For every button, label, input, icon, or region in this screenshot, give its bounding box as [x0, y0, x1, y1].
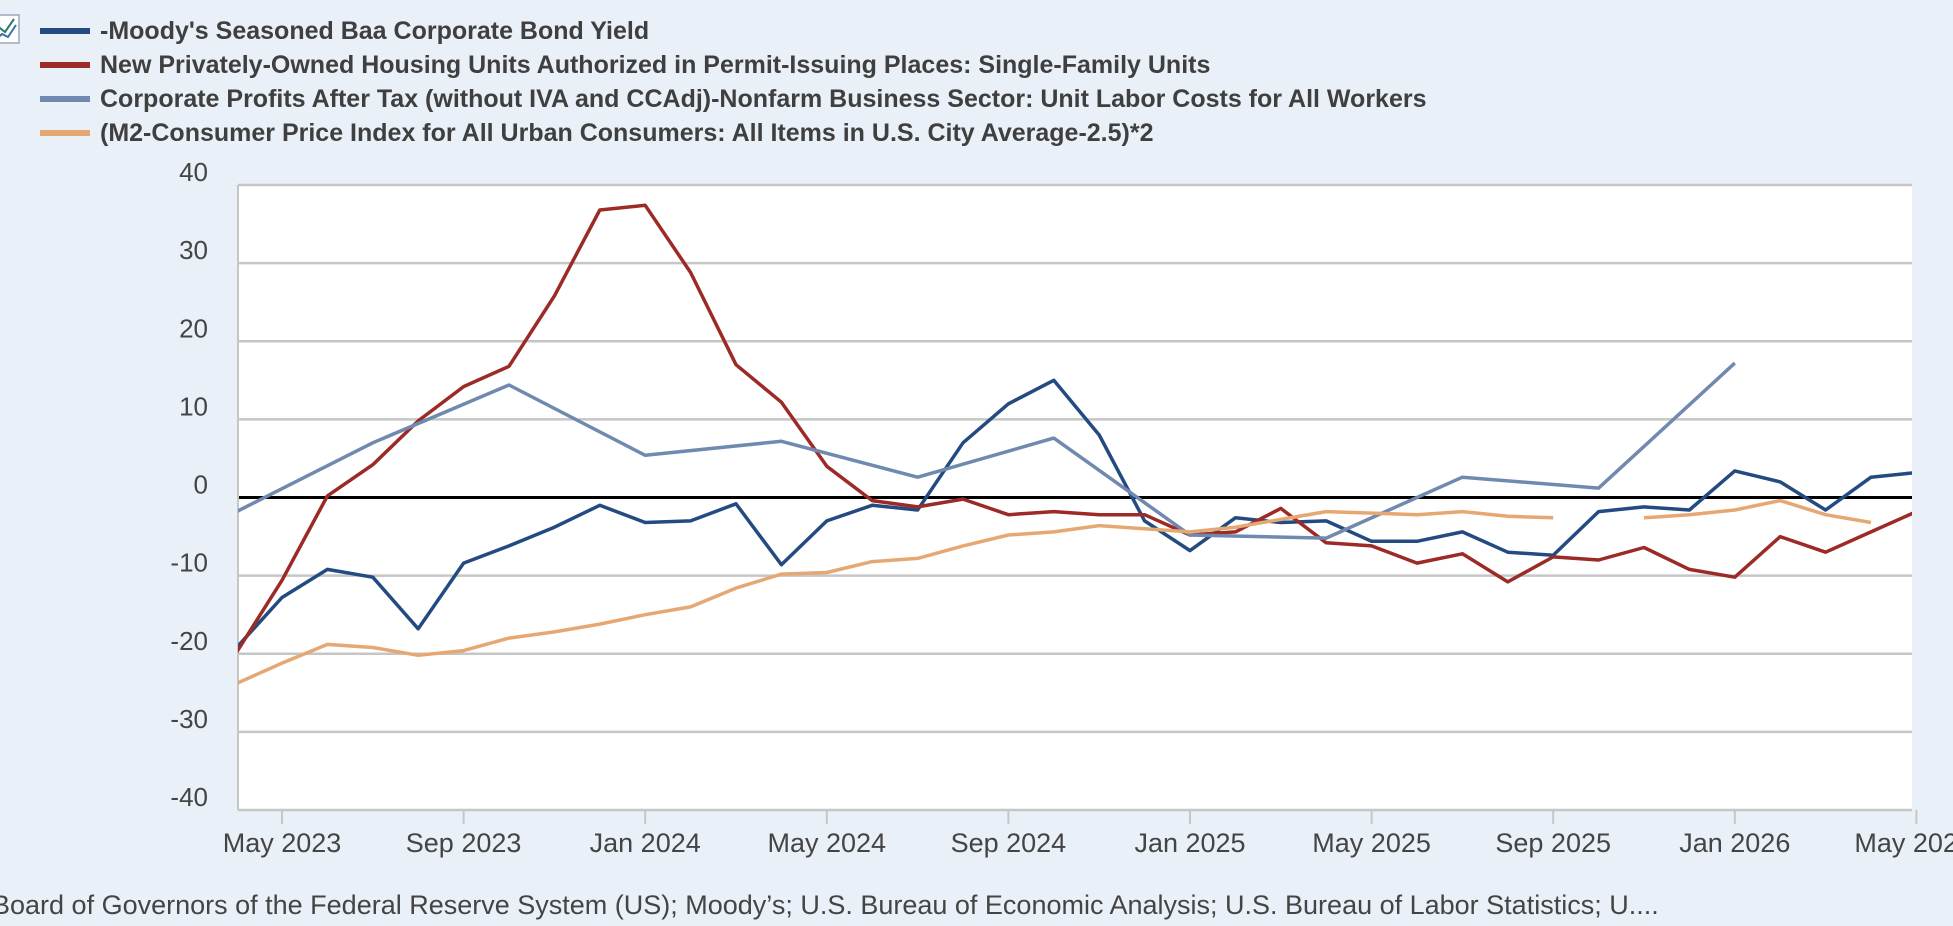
x-tick-label: May 2023 [223, 828, 342, 858]
y-tick-label: 40 [179, 157, 208, 187]
chart-line-icon[interactable] [0, 14, 20, 49]
legend-item[interactable]: -Moody's Seasoned Baa Corporate Bond Yie… [40, 14, 649, 48]
y-tick-label: -40 [170, 782, 208, 812]
legend-label: Corporate Profits After Tax (without IVA… [100, 84, 1427, 113]
x-tick-label: Jan 2026 [1679, 828, 1790, 858]
x-tick-label: Jan 2025 [1134, 828, 1245, 858]
x-tick-label: May 2024 [768, 828, 887, 858]
legend-item[interactable]: Corporate Profits After Tax (without IVA… [40, 82, 1427, 116]
legend-item[interactable]: New Privately-Owned Housing Units Author… [40, 48, 1210, 82]
y-tick-label: 10 [179, 391, 208, 421]
y-tick-label: -30 [170, 704, 208, 734]
x-tick-label: Jan 2024 [590, 828, 701, 858]
legend-label: (M2-Consumer Price Index for All Urban C… [100, 118, 1154, 147]
x-tick-label: Sep 2023 [406, 828, 522, 858]
x-tick-label: May 2025 [1312, 828, 1431, 858]
x-tick-label: Sep 2024 [951, 828, 1067, 858]
series-line-3 [238, 361, 1736, 540]
legend-swatch [40, 130, 90, 136]
y-tick-label: -20 [170, 626, 208, 656]
legend-swatch [40, 28, 90, 34]
series-line-2 [238, 203, 1912, 654]
x-tick-label: Sep 2025 [1495, 828, 1611, 858]
legend-item[interactable]: (M2-Consumer Price Index for All Urban C… [40, 116, 1154, 150]
legend-label: -Moody's Seasoned Baa Corporate Bond Yie… [100, 16, 650, 45]
x-tick-label: May 202 [1854, 828, 1953, 858]
y-tick-label: 20 [179, 313, 208, 343]
source-note: Board of Governors of the Federal Reserv… [0, 890, 1659, 920]
series-line-4 [1643, 498, 1872, 525]
y-tick-label: -10 [170, 548, 208, 578]
legend-swatch [40, 96, 90, 102]
series-line-1 [238, 378, 1912, 649]
legend-swatch [40, 62, 90, 68]
chart-legend: -Moody's Seasoned Baa Corporate Bond Yie… [0, 14, 1953, 154]
legend-label: New Privately-Owned Housing Units Author… [100, 50, 1211, 79]
y-tick-label: 30 [179, 235, 208, 265]
series-line-4 [238, 509, 1554, 685]
y-tick-label: 0 [194, 470, 208, 500]
